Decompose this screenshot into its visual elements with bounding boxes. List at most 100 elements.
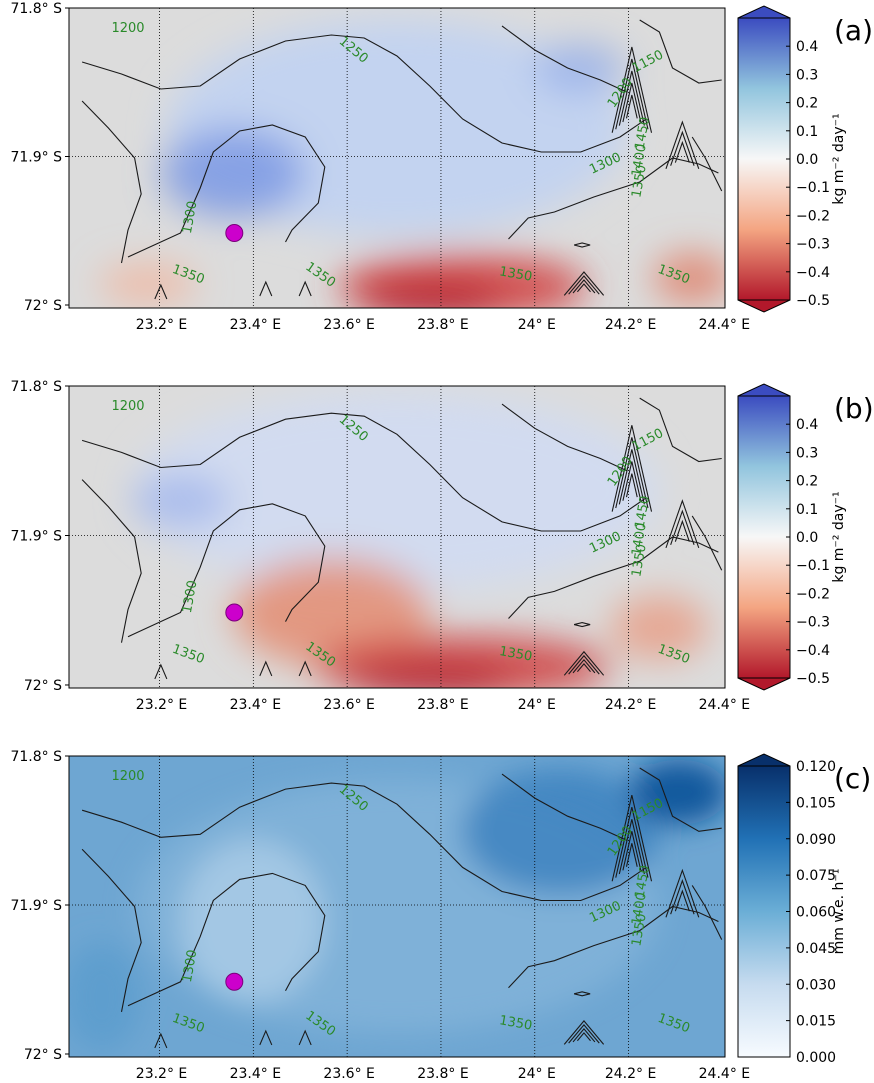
contour-peak — [611, 46, 653, 133]
contour-ridge — [298, 280, 312, 297]
contour-peak — [665, 499, 700, 549]
lon-tick-label: 24.4° E — [699, 317, 750, 333]
lon-tick-label: 24.4° E — [699, 697, 750, 713]
lon-tick-label: 23.4° E — [230, 1066, 281, 1079]
contour-line — [127, 872, 326, 1007]
contour-closed — [573, 991, 591, 997]
contour-line — [639, 767, 722, 832]
contour-label: 1300 — [180, 948, 201, 983]
contour-ridge — [259, 1029, 273, 1046]
contour-line — [81, 412, 647, 532]
lon-tick-label: 23.4° E — [230, 697, 281, 713]
contour-label: 1200 — [111, 769, 144, 784]
lon-tick-label: 24° E — [518, 1066, 556, 1079]
contour-peak — [615, 807, 649, 878]
contour-line — [81, 479, 142, 643]
contour-closed — [573, 622, 591, 628]
colorbar-tick-label: 0.0 — [796, 152, 818, 168]
colorbar-tick-label: 0.2 — [796, 474, 818, 490]
colorbar-scale — [737, 765, 791, 1058]
contour-line — [501, 403, 627, 472]
lon-tick-label: 23.2° E — [136, 317, 187, 333]
elevation-contours — [81, 397, 723, 680]
lat-tick-label: 72° S — [24, 298, 62, 314]
contour-peak — [615, 58, 649, 130]
contour-label: 1200 — [111, 399, 144, 414]
contour-line — [81, 782, 647, 902]
contour-peak — [618, 449, 645, 505]
lat-tick-label: 71.8° S — [10, 1, 62, 17]
color-field — [69, 756, 725, 1057]
lon-tick-label: 24.2° E — [605, 317, 656, 333]
contour-line — [639, 397, 722, 463]
field-patch — [131, 473, 230, 528]
colorbar-tick-label: 0.1 — [796, 124, 818, 140]
colorbar: 0.4 0.3 0.2 0.1 0.0 −0.1 −0.2 −0.3 −0.4 −0.5 kg m⁻… — [737, 383, 847, 691]
contour-line — [691, 136, 723, 192]
contour-label: 1200 — [111, 21, 144, 36]
lat-tick-label: 71.8° S — [10, 749, 62, 765]
lon-tick-label: 23.6° E — [323, 1066, 374, 1079]
contour-peak — [670, 509, 695, 545]
contour-ridge — [154, 1032, 168, 1049]
lon-tick-label: 24.4° E — [699, 1066, 750, 1079]
colorbar-tick-label: −0.2 — [796, 586, 830, 602]
contour-label: 1350 — [498, 1013, 533, 1034]
contour-peak — [674, 140, 690, 163]
contour-ridge — [298, 1029, 312, 1046]
contour-line — [127, 503, 326, 638]
contour-line — [501, 773, 627, 841]
contour-ridge — [154, 663, 168, 680]
contour-label: 1350 — [629, 164, 650, 199]
contour-closed — [573, 242, 591, 248]
colorbar-extend-min — [737, 299, 791, 313]
contour-label: 1400 — [629, 891, 650, 926]
colorbar-extend-min — [737, 677, 791, 691]
colorbar-label: kg m⁻² day⁻¹ — [831, 113, 847, 204]
colorbar-tick-label: 0.105 — [796, 795, 836, 811]
colorbar-tick-label: 0.045 — [796, 941, 836, 957]
colorbar-tick-label: −0.5 — [796, 293, 830, 309]
colorbar-scale — [737, 395, 791, 679]
contour-label: 1400 — [629, 522, 650, 557]
contour-label: 1300 — [180, 200, 201, 235]
contour-peak — [674, 519, 690, 542]
field-patch — [357, 285, 502, 308]
color-field — [69, 8, 725, 308]
lon-tick-label: 23.8° E — [417, 317, 468, 333]
contour-ridge — [154, 283, 168, 300]
map-frame — [68, 385, 726, 689]
contour-peak — [665, 120, 700, 169]
colorbar: 0.4 0.3 0.2 0.1 0.0 −0.1 −0.2 −0.3 −0.4 −0.5 kg m⁻… — [737, 5, 847, 313]
lon-tick-label: 23.4° E — [230, 317, 281, 333]
contour-line — [81, 34, 647, 153]
station-marker — [225, 972, 244, 991]
colorbar-tick-label: 0.0 — [796, 530, 818, 546]
contour-peak — [572, 658, 596, 674]
map-frame — [68, 7, 726, 309]
colorbar-tick-label: −0.2 — [796, 208, 830, 224]
colorbar-tick-label: 0.060 — [796, 905, 836, 921]
contour-peak — [563, 1020, 605, 1045]
colorbar-extend-max — [737, 753, 791, 767]
contour-line — [691, 515, 723, 571]
colorbar-tick-label: 0.1 — [796, 502, 818, 518]
lat-tick-label: 71.8° S — [10, 379, 62, 395]
contour-label: 1450 — [633, 864, 654, 899]
contour-peak — [618, 819, 645, 875]
colorbar-extend-max — [737, 383, 791, 397]
colorbar-tick-label: −0.1 — [796, 180, 830, 196]
contour-line — [508, 157, 719, 240]
field-patch — [69, 942, 142, 1051]
colorbar-tick-label: −0.3 — [796, 237, 830, 253]
contour-peak — [622, 831, 642, 871]
contour-peak — [568, 1024, 600, 1044]
contour-peak — [615, 437, 649, 509]
field-patch — [337, 254, 588, 308]
colorbar-tick-label: 0.2 — [796, 96, 818, 112]
field-patch — [462, 768, 660, 895]
colorbar-extend-max — [737, 5, 791, 19]
